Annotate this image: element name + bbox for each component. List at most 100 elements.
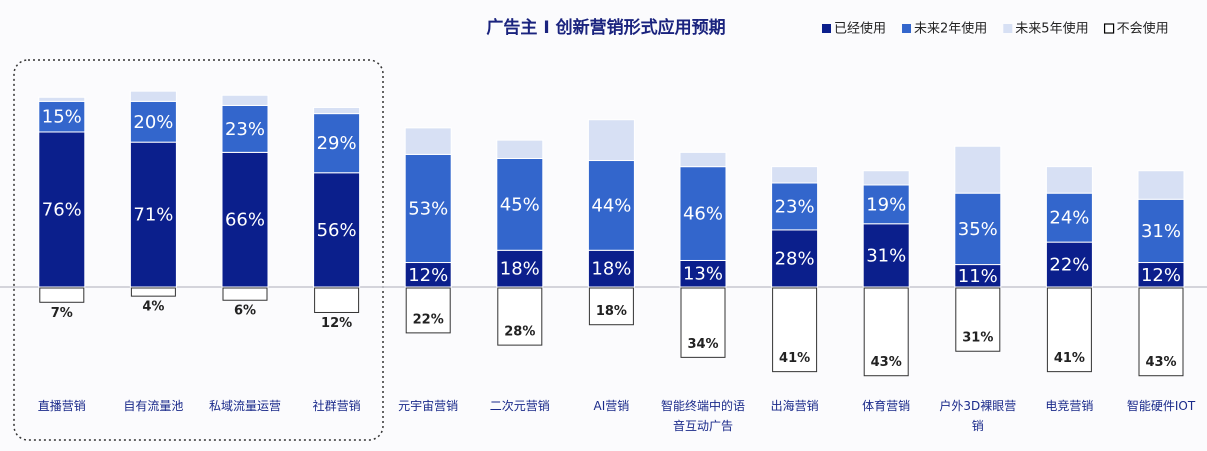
data-label: 45% xyxy=(500,194,540,215)
data-label: 19% xyxy=(866,194,906,215)
bar-segment xyxy=(954,145,1002,194)
data-label: 13% xyxy=(683,264,723,285)
data-label: 71% xyxy=(133,205,173,226)
data-label: 12% xyxy=(1141,265,1181,286)
bar-segment xyxy=(313,106,361,115)
bar-segment xyxy=(1137,262,1185,288)
bar-segment xyxy=(772,287,818,373)
bar-segment xyxy=(954,192,1002,266)
data-label: 6% xyxy=(234,304,256,319)
bar-segment xyxy=(38,131,86,288)
data-label: 22% xyxy=(413,312,444,327)
bar-segment xyxy=(862,223,910,288)
x-tick-label: 自有流量池 xyxy=(123,399,184,413)
bar-segment xyxy=(404,127,452,155)
bar-segment xyxy=(1137,170,1185,200)
data-label: 41% xyxy=(1054,351,1085,366)
data-label: 18% xyxy=(596,304,627,319)
x-tick-label: 私域流量运营 xyxy=(208,399,281,413)
bar-segment xyxy=(313,172,361,288)
legend-label: 未来2年使用 xyxy=(914,21,987,37)
data-label: 23% xyxy=(225,119,265,140)
data-label: 23% xyxy=(775,196,815,217)
data-label: 28% xyxy=(775,248,815,269)
data-label: 18% xyxy=(500,259,540,280)
bar-segment xyxy=(222,287,268,301)
x-tick-label: 户外3D裸眼营销 xyxy=(939,399,1017,433)
bar-segment xyxy=(1045,192,1093,243)
bar-segment xyxy=(404,153,452,264)
data-label: 66% xyxy=(225,210,265,231)
data-label: 35% xyxy=(958,219,998,240)
data-label: 20% xyxy=(133,112,173,133)
data-label: 41% xyxy=(779,351,810,366)
x-tick-label: 直播营销 xyxy=(37,399,86,413)
bar-segment xyxy=(955,287,1001,352)
data-label: 11% xyxy=(958,266,998,287)
bar-segment xyxy=(404,262,452,288)
bar-segment xyxy=(129,141,177,288)
data-label: 4% xyxy=(142,300,164,315)
data-label: 34% xyxy=(687,337,718,352)
data-label: 18% xyxy=(591,259,631,280)
data-label: 28% xyxy=(504,325,535,340)
legend-swatch xyxy=(1003,24,1013,33)
x-tick-label: 出海营销 xyxy=(770,399,819,413)
bar-segment xyxy=(1045,166,1093,194)
bar-segment xyxy=(680,287,726,358)
data-label: 43% xyxy=(1145,355,1176,370)
data-label: 56% xyxy=(317,220,357,241)
data-label: 29% xyxy=(317,133,357,154)
bar-segment xyxy=(771,229,819,288)
x-tick-label: AI营销 xyxy=(593,399,630,413)
legend-swatch xyxy=(822,24,831,33)
data-label: 15% xyxy=(42,107,82,128)
x-tick-label: 智能硬件IOT xyxy=(1126,399,1196,413)
bar-segment xyxy=(588,287,634,326)
bar-segment xyxy=(587,119,635,162)
data-label: 46% xyxy=(683,204,723,225)
legend-label: 未来5年使用 xyxy=(1015,21,1088,37)
bar-segment xyxy=(1045,241,1093,288)
legend-label: 不会使用 xyxy=(1117,21,1169,37)
bar-segment xyxy=(863,287,909,377)
bar-segment xyxy=(587,160,635,251)
data-label: 22% xyxy=(1049,255,1089,276)
legend-swatch xyxy=(902,24,912,33)
x-tick-label: 体育营销 xyxy=(862,399,911,413)
bar-segment xyxy=(313,113,361,174)
data-label: 53% xyxy=(408,198,448,219)
bar-segment xyxy=(39,287,85,303)
data-label: 12% xyxy=(321,316,352,331)
x-tick-label: 智能终端中的语音互动广告 xyxy=(660,399,745,433)
bar-segment xyxy=(497,287,543,346)
x-tick-label: 社群营销 xyxy=(312,399,361,413)
bar-segment xyxy=(38,100,86,133)
chart-title: 广告主 I 创新营销形式应用预期 xyxy=(486,17,725,38)
bar-segment xyxy=(862,170,910,186)
bar-segment xyxy=(129,90,177,102)
bar-segment xyxy=(405,287,451,334)
data-label: 31% xyxy=(962,331,993,346)
bar-segment xyxy=(771,182,819,231)
data-label: 24% xyxy=(1049,208,1089,229)
legend-swatch xyxy=(1103,23,1115,34)
bar-segment xyxy=(496,139,544,159)
bar-segment xyxy=(130,287,176,297)
x-tick-label: 二次元营销 xyxy=(489,399,550,413)
data-label: 7% xyxy=(51,306,73,321)
bar-segment xyxy=(587,249,635,288)
data-label: 31% xyxy=(866,245,906,266)
bar-segment xyxy=(496,249,544,288)
bar-segment xyxy=(771,166,819,184)
data-label: 31% xyxy=(1141,221,1181,242)
bar-segment xyxy=(221,104,269,153)
bar-segment xyxy=(221,94,269,106)
bar-segment xyxy=(1046,287,1092,373)
bar-segment xyxy=(1138,287,1184,377)
bar-segment xyxy=(129,100,177,143)
data-label: 76% xyxy=(42,199,82,220)
data-label: 12% xyxy=(408,265,448,286)
